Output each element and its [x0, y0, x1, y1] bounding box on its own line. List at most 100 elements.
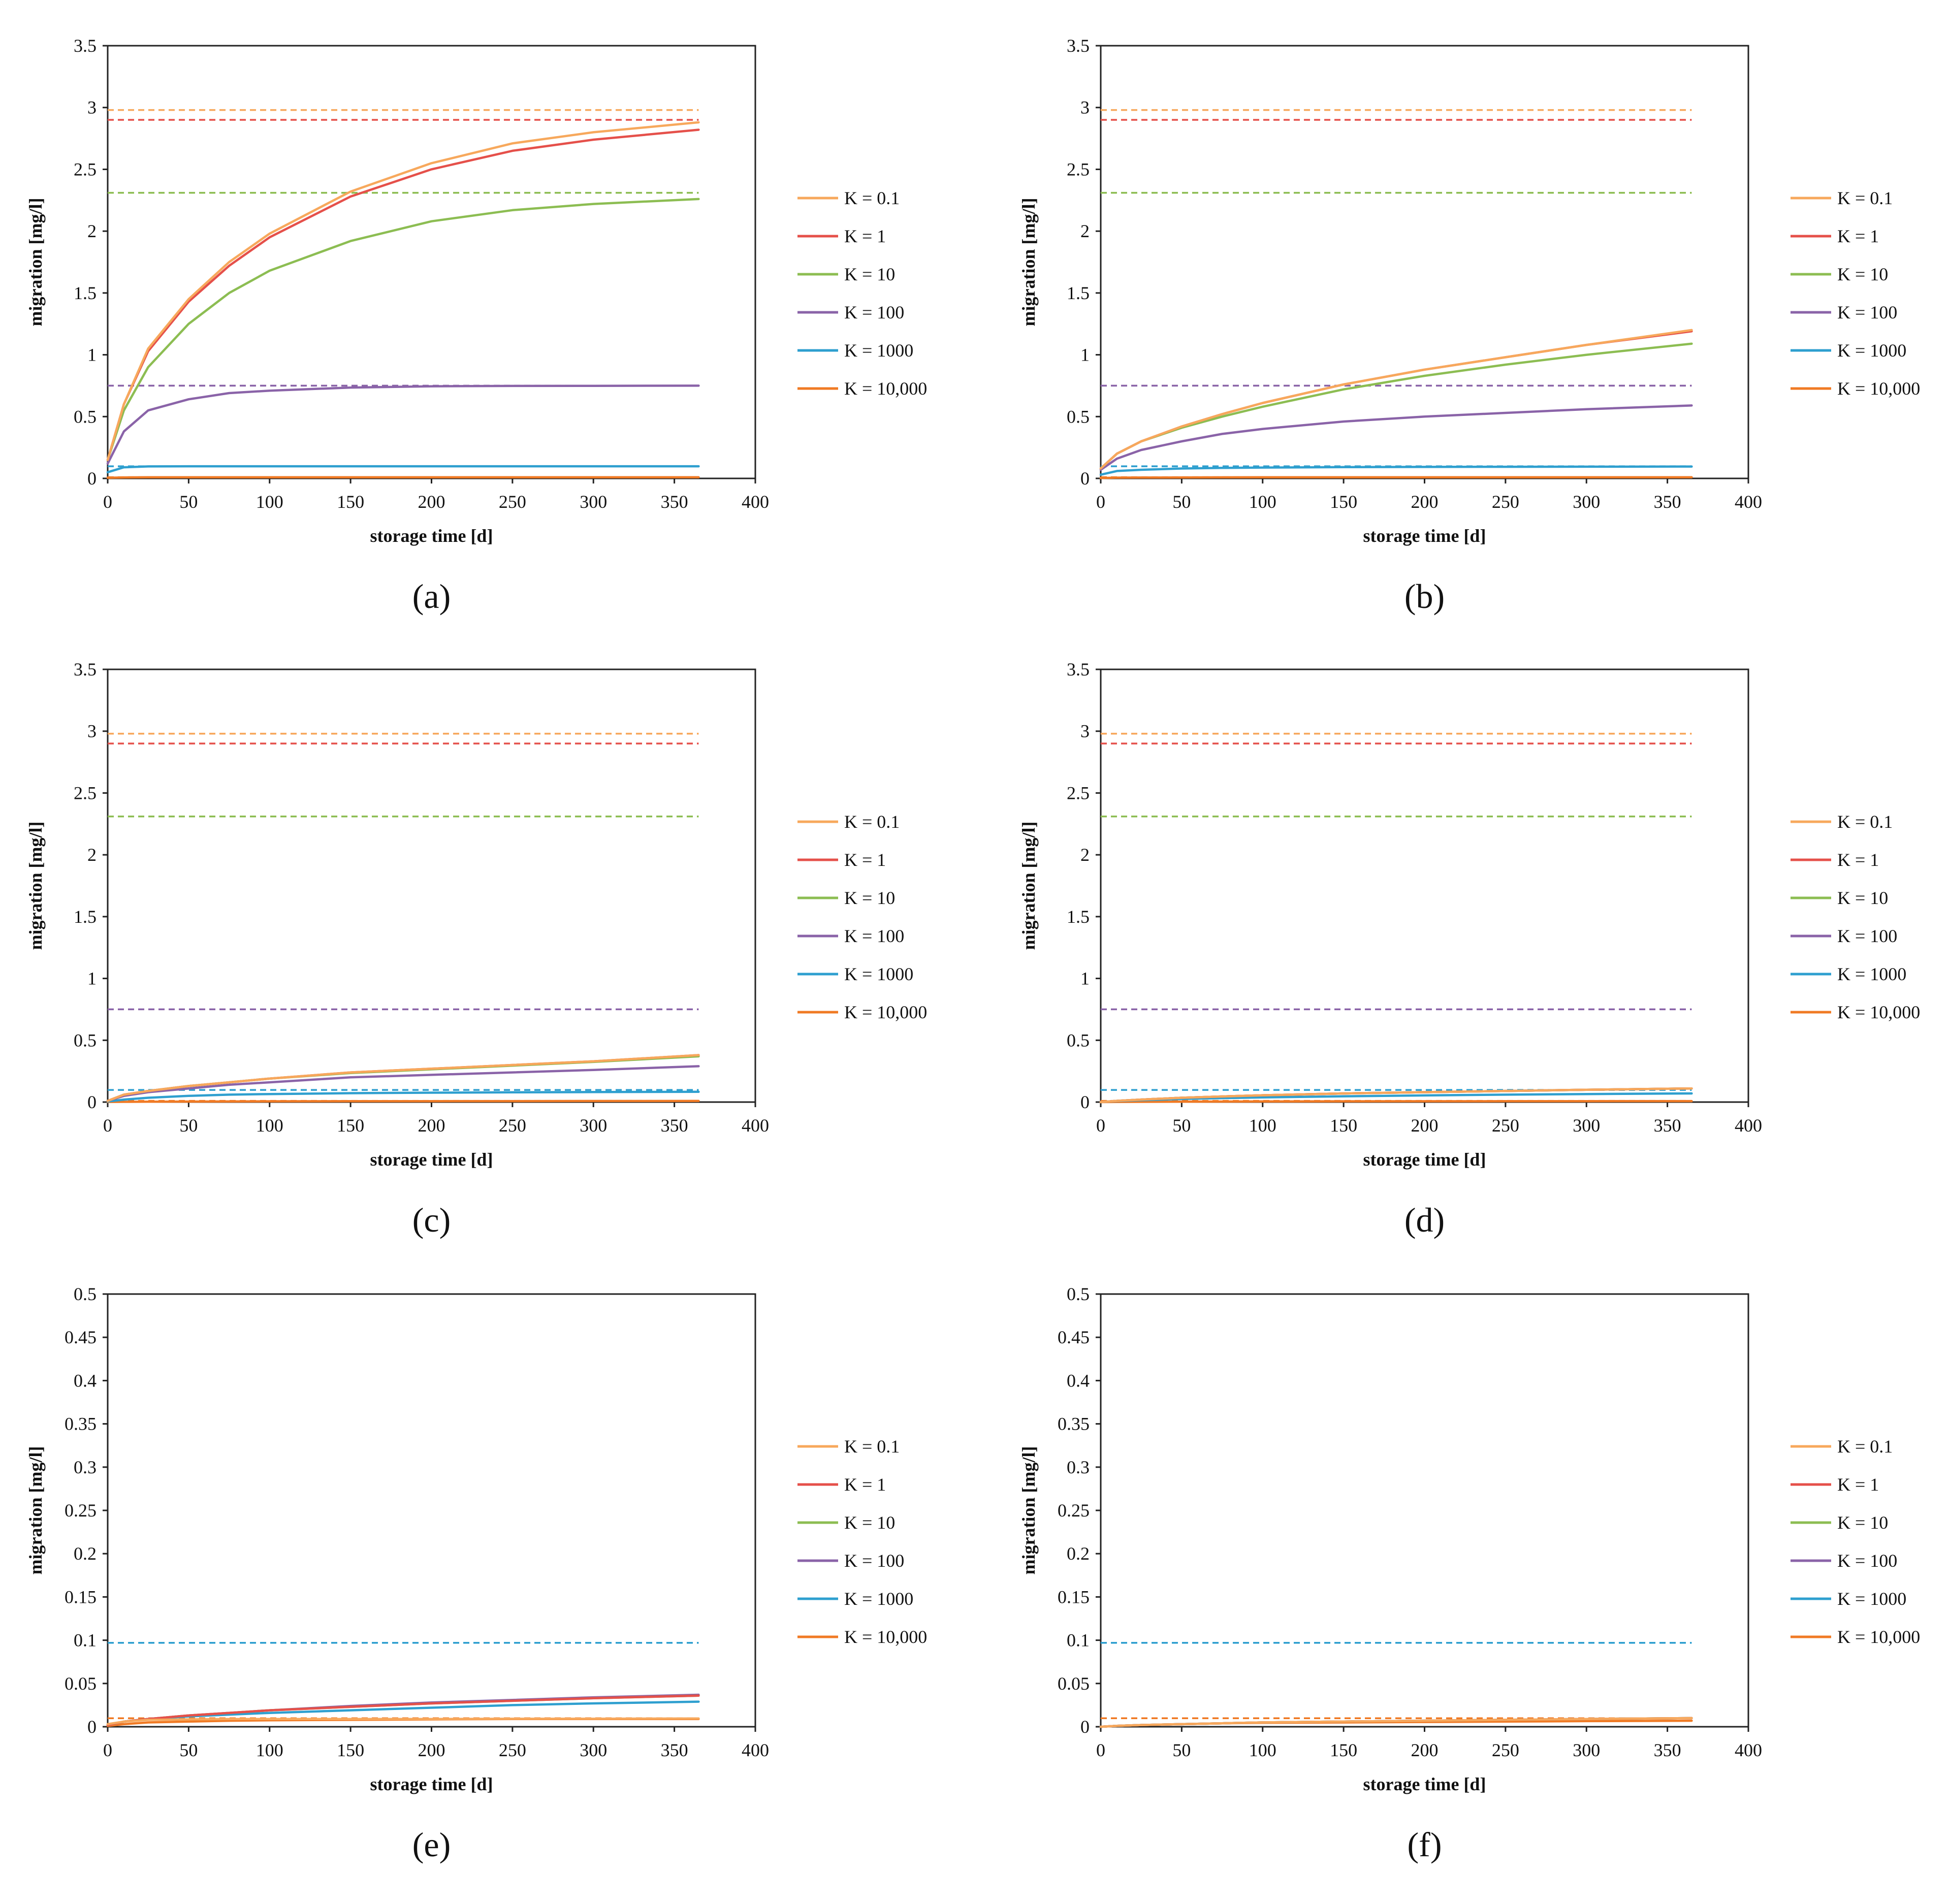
x-tick-label: 250	[499, 1740, 526, 1760]
y-tick-label: 3	[1080, 98, 1090, 118]
y-tick-label: 0.1	[74, 1630, 97, 1651]
legend-label: K = 100	[844, 926, 904, 946]
y-tick-label: 0.1	[1067, 1630, 1090, 1651]
y-tick-label: 0.5	[74, 406, 97, 427]
series-line-5	[1099, 476, 1693, 479]
y-tick-label: 1	[87, 969, 97, 989]
y-tick-label: 1.5	[1067, 907, 1090, 927]
panel-label: (e)	[412, 1825, 451, 1864]
y-tick-label: 3.5	[74, 36, 97, 56]
x-tick-label: 400	[742, 492, 769, 512]
legend-label: K = 0.1	[1837, 188, 1893, 208]
legend-label: K = 1000	[844, 964, 913, 984]
x-tick-label: 250	[499, 1115, 526, 1136]
y-tick-label: 0.5	[74, 1030, 97, 1050]
x-axis-title: storage time [d]	[1363, 1149, 1486, 1170]
y-tick-label: 2	[87, 221, 97, 241]
x-tick-label: 250	[1492, 1740, 1519, 1760]
x-tick-label: 350	[661, 1115, 688, 1136]
legend-label: K = 1000	[1837, 340, 1906, 361]
plot-frame	[107, 668, 756, 1103]
x-axis-title: storage time [d]	[370, 1149, 493, 1170]
series-line-4	[1099, 465, 1693, 476]
series-line-4	[106, 465, 700, 474]
chart-panel-5: 0 0.05 0.1 0.15 0.2 0.25 0.3 0.35 0.4 0.45 0.5 0 50 1…	[1018, 1284, 1920, 1864]
x-tick-label: 150	[337, 1115, 364, 1136]
y-tick-label: 1.5	[74, 907, 97, 927]
panel-label: (a)	[412, 577, 451, 616]
panel-label: (b)	[1404, 577, 1445, 616]
y-tick-label: 2	[1080, 221, 1090, 241]
y-tick-label: 2.5	[74, 159, 97, 179]
x-tick-label: 50	[179, 492, 198, 512]
legend-label: K = 1	[844, 850, 886, 870]
y-tick-label: 0.25	[65, 1500, 97, 1521]
legend-label: K = 0.1	[844, 188, 900, 208]
y-tick-label: 0.05	[1058, 1673, 1090, 1694]
series-line-0	[1099, 1717, 1693, 1728]
legend-label: K = 10	[844, 1512, 895, 1533]
series-line-3	[106, 384, 700, 465]
x-tick-label: 200	[418, 1740, 445, 1760]
legend-label: K = 10,000	[1837, 378, 1920, 399]
plot-frame	[107, 1293, 756, 1728]
legend-label: K = 10	[844, 264, 895, 284]
x-tick-label: 0	[1096, 492, 1105, 512]
legend-label: K = 0.1	[1837, 812, 1893, 832]
x-tick-label: 300	[580, 1740, 607, 1760]
y-axis-title: migration [mg/l]	[1018, 822, 1039, 950]
legend-label: K = 100	[844, 302, 904, 322]
y-tick-label: 0	[1080, 1092, 1090, 1112]
x-tick-label: 200	[418, 1115, 445, 1136]
series-line-0	[106, 1717, 700, 1726]
y-tick-label: 1	[87, 345, 97, 365]
x-tick-label: 350	[1654, 1115, 1681, 1136]
x-tick-label: 400	[1735, 1115, 1762, 1136]
x-tick-label: 350	[661, 492, 688, 512]
x-tick-label: 300	[1573, 1740, 1600, 1760]
y-tick-label: 0.15	[65, 1587, 97, 1607]
legend-label: K = 1	[1837, 226, 1879, 246]
y-tick-label: 0.3	[1067, 1457, 1090, 1477]
x-tick-label: 100	[1249, 492, 1276, 512]
y-tick-label: 0.5	[1067, 406, 1090, 427]
y-tick-label: 0.15	[1058, 1587, 1090, 1607]
x-tick-label: 350	[661, 1740, 688, 1760]
x-tick-label: 150	[337, 492, 364, 512]
x-tick-label: 400	[1735, 492, 1762, 512]
legend-label: K = 1000	[1837, 964, 1906, 984]
x-tick-label: 300	[1573, 492, 1600, 512]
y-tick-label: 1	[1080, 345, 1090, 365]
y-tick-label: 2	[1080, 845, 1090, 865]
series-line-4	[106, 1090, 700, 1103]
series-line-3	[106, 1065, 700, 1102]
x-tick-label: 150	[1330, 1740, 1357, 1760]
y-tick-label: 3	[1080, 721, 1090, 741]
x-tick-label: 100	[256, 492, 283, 512]
x-axis-title: storage time [d]	[370, 526, 493, 546]
x-tick-label: 400	[742, 1115, 769, 1136]
legend-label: K = 10	[1837, 888, 1888, 908]
y-tick-label: 3	[87, 98, 97, 118]
x-tick-label: 50	[179, 1115, 198, 1136]
legend-label: K = 1000	[844, 340, 913, 361]
x-tick-label: 250	[499, 492, 526, 512]
legend-label: K = 100	[844, 1551, 904, 1571]
y-tick-label: 0	[87, 1717, 97, 1737]
x-tick-label: 0	[1096, 1740, 1105, 1760]
x-tick-label: 300	[580, 492, 607, 512]
y-tick-label: 0	[1080, 468, 1090, 489]
y-axis-title: migration [mg/l]	[1018, 1446, 1039, 1575]
x-tick-label: 0	[103, 492, 112, 512]
y-tick-label: 1	[1080, 969, 1090, 989]
y-tick-label: 0.4	[1067, 1370, 1090, 1391]
y-tick-label: 0.2	[74, 1543, 97, 1564]
series-line-0	[106, 121, 700, 461]
y-tick-label: 2	[87, 845, 97, 865]
legend-label: K = 10	[1837, 1512, 1888, 1533]
series-line-2	[106, 198, 700, 461]
y-tick-label: 1.5	[74, 283, 97, 303]
x-tick-label: 400	[1735, 1740, 1762, 1760]
x-tick-label: 200	[1411, 1740, 1439, 1760]
panel-label: (c)	[412, 1201, 451, 1239]
